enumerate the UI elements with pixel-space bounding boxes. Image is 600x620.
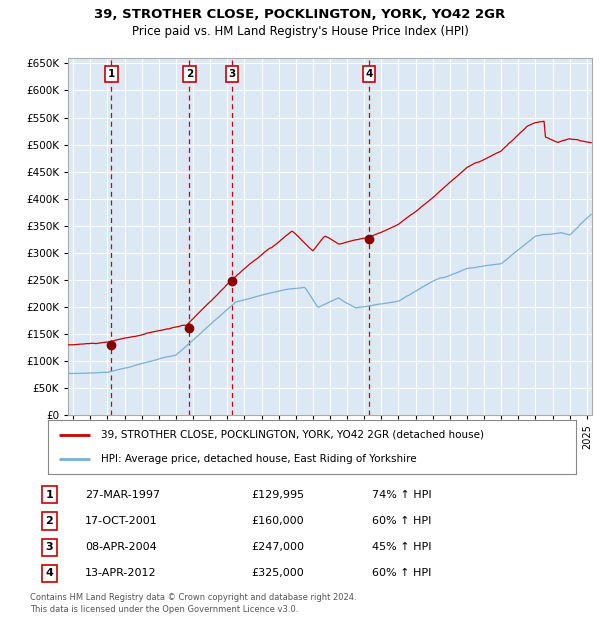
Text: 4: 4 bbox=[365, 69, 373, 79]
Text: 3: 3 bbox=[228, 69, 236, 79]
Text: 17-OCT-2001: 17-OCT-2001 bbox=[85, 516, 158, 526]
Text: £129,995: £129,995 bbox=[251, 490, 304, 500]
Text: 45% ↑ HPI: 45% ↑ HPI bbox=[372, 542, 432, 552]
Text: 2: 2 bbox=[46, 516, 53, 526]
Text: 4: 4 bbox=[46, 569, 53, 578]
Text: 2: 2 bbox=[186, 69, 193, 79]
Text: HPI: Average price, detached house, East Riding of Yorkshire: HPI: Average price, detached house, East… bbox=[101, 454, 416, 464]
Text: £160,000: £160,000 bbox=[251, 516, 304, 526]
Text: 1: 1 bbox=[46, 490, 53, 500]
Text: 27-MAR-1997: 27-MAR-1997 bbox=[85, 490, 160, 500]
Text: 08-APR-2004: 08-APR-2004 bbox=[85, 542, 157, 552]
Text: This data is licensed under the Open Government Licence v3.0.: This data is licensed under the Open Gov… bbox=[30, 606, 298, 614]
Text: 13-APR-2012: 13-APR-2012 bbox=[85, 569, 157, 578]
Text: £247,000: £247,000 bbox=[251, 542, 304, 552]
Text: 39, STROTHER CLOSE, POCKLINGTON, YORK, YO42 2GR (detached house): 39, STROTHER CLOSE, POCKLINGTON, YORK, Y… bbox=[101, 430, 484, 440]
Text: Contains HM Land Registry data © Crown copyright and database right 2024.: Contains HM Land Registry data © Crown c… bbox=[30, 593, 356, 603]
Text: 74% ↑ HPI: 74% ↑ HPI bbox=[372, 490, 432, 500]
Text: Price paid vs. HM Land Registry's House Price Index (HPI): Price paid vs. HM Land Registry's House … bbox=[131, 25, 469, 38]
Text: 39, STROTHER CLOSE, POCKLINGTON, YORK, YO42 2GR: 39, STROTHER CLOSE, POCKLINGTON, YORK, Y… bbox=[94, 7, 506, 20]
Text: £325,000: £325,000 bbox=[251, 569, 304, 578]
Text: 60% ↑ HPI: 60% ↑ HPI bbox=[372, 516, 431, 526]
Text: 3: 3 bbox=[46, 542, 53, 552]
Text: 60% ↑ HPI: 60% ↑ HPI bbox=[372, 569, 431, 578]
Text: 1: 1 bbox=[107, 69, 115, 79]
